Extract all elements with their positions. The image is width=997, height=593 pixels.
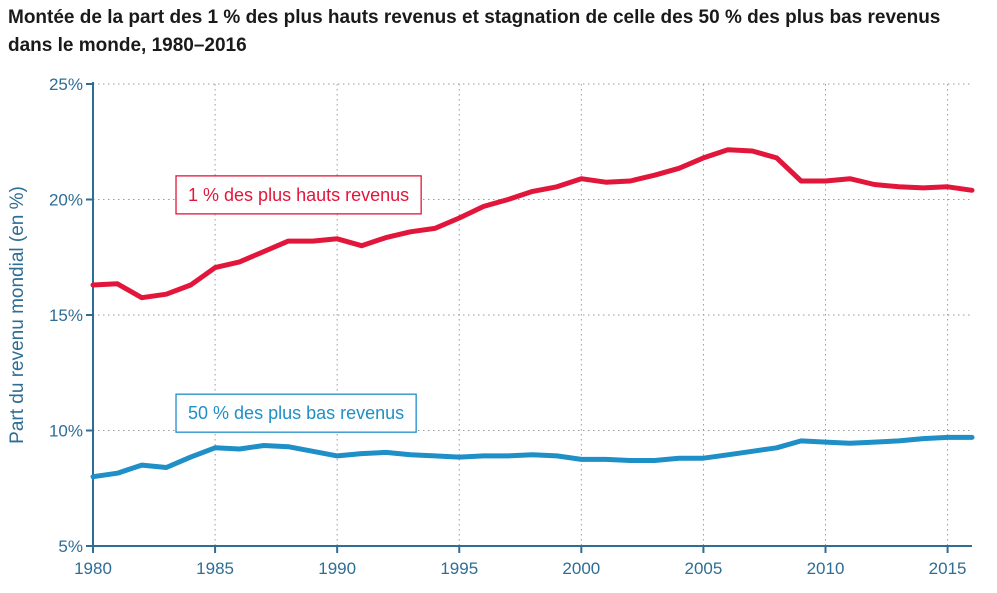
- y-tick-label: 20%: [49, 191, 83, 210]
- x-tick-label: 1990: [318, 559, 356, 578]
- x-tick-label: 2005: [685, 559, 723, 578]
- series-group: [90, 147, 975, 480]
- y-tick-label: 25%: [49, 75, 83, 94]
- series-label-bottom-50: 50 % des plus bas revenus: [175, 393, 417, 433]
- series-label-box: [175, 175, 422, 215]
- series-label-text: 50 % des plus bas revenus: [188, 403, 404, 423]
- chart-title: Montée de la part des 1 % des plus hauts…: [8, 7, 941, 56]
- x-tick-label: 2015: [929, 559, 967, 578]
- series-labels: 1 % des plus hauts revenus 50 % des plus …: [175, 175, 422, 433]
- y-axis-ticks: 5% 10% 15% 20% 25%: [49, 75, 93, 556]
- axes: [92, 82, 972, 547]
- x-tick-label: 1985: [196, 559, 234, 578]
- series-line-top-1: [90, 147, 975, 301]
- x-axis-ticks: 1980 1985 1990 1995 2000 2005 2010 2015: [74, 546, 966, 578]
- x-tick-label: 1980: [74, 559, 112, 578]
- series-label-top-1: 1 % des plus hauts revenus: [175, 175, 422, 215]
- x-tick-label: 2010: [807, 559, 845, 578]
- y-tick-label: 5%: [58, 537, 83, 556]
- y-axis-title: Part du revenu mondial (en %): [7, 186, 28, 444]
- x-tick-label: 1995: [440, 559, 478, 578]
- y-tick-label: 15%: [49, 306, 83, 325]
- series-line-bottom-50: [90, 434, 975, 480]
- x-tick-label: 2000: [562, 559, 600, 578]
- series-label-text: 1 % des plus hauts revenus: [188, 185, 409, 205]
- gridlines: [93, 83, 972, 546]
- y-tick-label: 10%: [49, 422, 83, 441]
- series-label-box: [175, 393, 417, 433]
